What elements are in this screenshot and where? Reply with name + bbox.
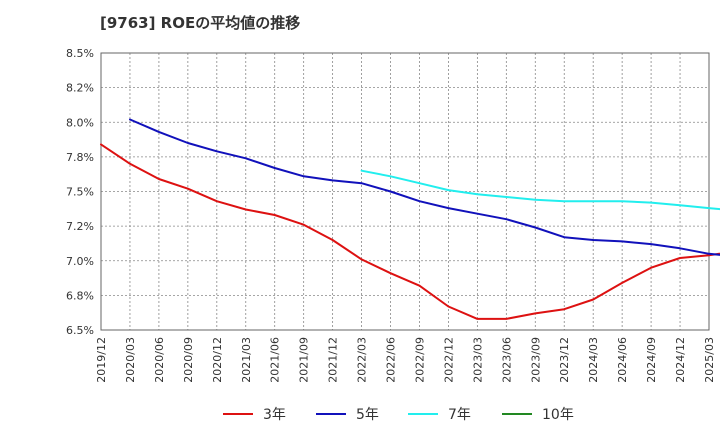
x-tick-label: 2023/06 [500, 337, 513, 383]
x-tick-label: 2025/03 [703, 337, 716, 383]
series-line-7年 [360, 169, 720, 211]
x-tick-label: 2024/09 [645, 337, 658, 383]
series-line-5年 [129, 118, 720, 256]
x-tick-label: 2021/03 [240, 337, 253, 383]
x-tick-label: 2022/03 [356, 337, 369, 383]
x-tick-label: 2021/09 [298, 337, 311, 383]
y-tick-label: 7.2% [66, 220, 94, 233]
legend-label: 7年 [448, 407, 471, 423]
legend: 3年 5年 7年 10年 [223, 407, 574, 423]
x-tick-label: 2020/03 [124, 337, 137, 383]
y-tick-label: 7.0% [66, 255, 94, 268]
x-tick-label: 2020/12 [211, 337, 224, 383]
x-tick-label: 2024/06 [616, 337, 629, 383]
y-tick-label: 8.2% [66, 82, 94, 95]
y-tick-label: 7.5% [66, 186, 94, 199]
x-tick-label: 2020/06 [153, 337, 166, 383]
series-lines [100, 118, 720, 320]
x-tick-label: 2020/09 [182, 337, 195, 383]
plot-frame [100, 52, 710, 331]
x-tick-label: 2022/06 [385, 337, 398, 383]
y-tick-label: 6.8% [66, 289, 94, 302]
x-tick-label: 2019/12 [95, 337, 108, 383]
chart-title: [9763] ROEの平均値の推移 [100, 14, 301, 32]
x-tick-label: 2021/12 [327, 337, 340, 383]
y-axis: 6.5% 6.8% 7.0% 7.2% 7.5% 7.8% 8.0% 8.2% 8.5% [66, 47, 94, 337]
x-tick-label: 2023/03 [471, 337, 484, 383]
legend-label: 3年 [263, 407, 286, 423]
y-tick-label: 8.5% [66, 47, 94, 60]
x-tick-label: 2023/09 [529, 337, 542, 383]
y-tick-label: 8.0% [66, 116, 94, 129]
legend-label: 10年 [542, 407, 574, 423]
y-tick-label: 6.5% [66, 324, 94, 337]
y-tick-label: 7.8% [66, 151, 94, 164]
series-line-3年 [100, 143, 720, 320]
x-tick-label: 2022/12 [442, 337, 455, 383]
x-tick-label: 2021/06 [269, 337, 282, 383]
x-tick-label: 2024/03 [587, 337, 600, 383]
legend-label: 5年 [356, 407, 379, 423]
x-axis: 2019/12 2020/03 2020/06 2020/09 2020/12 2021/… [95, 337, 716, 383]
x-tick-label: 2024/12 [674, 337, 687, 383]
x-tick-label: 2022/09 [413, 337, 426, 383]
x-tick-label: 2023/12 [558, 337, 571, 383]
